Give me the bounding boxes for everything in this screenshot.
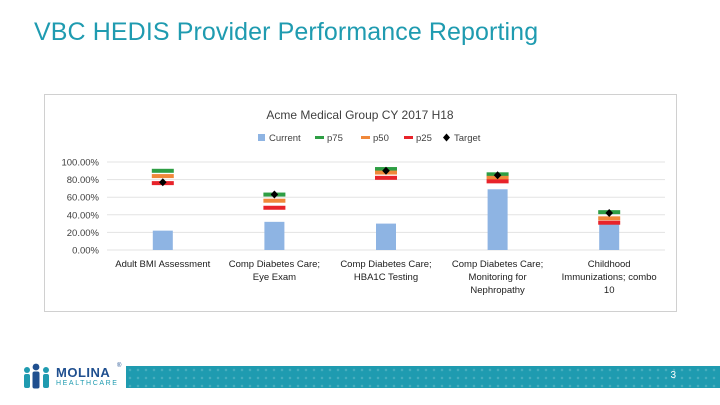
people-logo-icon — [24, 363, 49, 389]
y-axis: 100.00% 80.00% 60.00% 40.00% 20.00% 0.00% — [61, 158, 99, 257]
chart-title: Acme Medical Group CY 2017 H18 — [266, 108, 454, 122]
x-category-label: Adult BMI Assessment — [115, 259, 210, 270]
marker-p25 — [486, 179, 509, 184]
target-points — [159, 166, 613, 218]
marker-p25 — [263, 205, 286, 210]
slide-title: VBC HEDIS Provider Performance Reporting — [34, 18, 539, 46]
legend-swatch-p75 — [315, 136, 324, 139]
bar-current — [376, 223, 396, 250]
footer-pattern — [126, 366, 720, 388]
chart-svg: Acme Medical Group CY 2017 H18 Current p7… — [61, 108, 665, 296]
x-category-line: 10 — [604, 285, 615, 296]
marker-p50 — [151, 174, 174, 179]
x-category-line: Comp Diabetes Care; — [452, 259, 543, 270]
legend-swatch-current — [258, 134, 265, 141]
target-point — [270, 190, 279, 199]
y-tick-label: 80.00% — [67, 175, 100, 186]
bar-current — [487, 189, 508, 250]
footer-band: 3 — [126, 366, 720, 388]
y-tick-label: 20.00% — [67, 228, 100, 239]
x-category-line: HBA1C Testing — [354, 272, 418, 283]
bar-current — [599, 224, 620, 250]
x-category-line: Comp Diabetes Care; — [340, 259, 431, 270]
x-category-line: Childhood — [588, 259, 631, 270]
x-category-line: Comp Diabetes Care; — [229, 259, 320, 270]
y-tick-label: 100.00% — [61, 158, 99, 169]
x-category-line: Monitoring for — [469, 272, 527, 283]
x-category-label: Comp Diabetes Care; Eye Exam — [229, 259, 320, 283]
legend-swatch-target — [443, 133, 450, 142]
x-category-label: Comp Diabetes Care; Monitoring for Nephrop… — [452, 259, 543, 296]
marker-p25 — [598, 220, 621, 225]
legend-item-p75: p75 — [315, 133, 343, 144]
legend-label-p25: p25 — [416, 133, 432, 144]
target-point — [382, 166, 390, 175]
x-category-line: Nephropathy — [470, 285, 525, 296]
legend-swatch-p50 — [361, 136, 370, 139]
logo-wordmark: MOLINA — [56, 365, 111, 380]
bar-series-current — [152, 189, 620, 250]
y-tick-label: 0.00% — [72, 246, 99, 257]
legend-item-target: Target — [443, 133, 481, 144]
bar-current — [264, 221, 285, 250]
chart-legend: Current p75 p50 p25 Target — [258, 133, 481, 144]
y-tick-label: 40.00% — [67, 210, 100, 221]
x-category-line: Eye Exam — [253, 272, 296, 283]
target-point — [605, 209, 613, 218]
y-tick-label: 60.00% — [67, 193, 100, 204]
marker-p50 — [263, 198, 286, 203]
bar-current — [152, 230, 173, 250]
legend-label-p50: p50 — [373, 133, 389, 144]
x-category-line: Immunizations; combo — [562, 272, 657, 283]
legend-item-current: Current — [258, 133, 301, 144]
molina-logo: MOLINA ® HEALTHCARE — [22, 361, 126, 393]
legend-swatch-p25 — [404, 136, 413, 139]
x-category-line: Adult BMI Assessment — [115, 259, 210, 270]
legend-label-current: Current — [269, 133, 301, 144]
page-number: 3 — [670, 370, 676, 381]
legend-label-target: Target — [454, 133, 481, 144]
marker-p75 — [151, 168, 174, 173]
x-category-label: Comp Diabetes Care; HBA1C Testing — [340, 259, 431, 283]
target-point — [493, 171, 502, 180]
legend-item-p50: p50 — [361, 133, 389, 144]
marker-p25 — [375, 175, 397, 180]
legend-item-p25: p25 — [404, 133, 432, 144]
logo-subtext: HEALTHCARE — [56, 380, 119, 387]
logo-trademark: ® — [117, 363, 122, 369]
legend-label-p75: p75 — [327, 133, 343, 144]
x-axis: Adult BMI Assessment Comp Diabetes Care; E… — [115, 259, 656, 296]
x-category-label: Childhood Immunizations; combo 10 — [562, 259, 657, 296]
percentile-markers — [151, 167, 621, 225]
chart-container: Acme Medical Group CY 2017 H18 Current p7… — [44, 94, 677, 312]
marker-p50 — [598, 216, 621, 221]
